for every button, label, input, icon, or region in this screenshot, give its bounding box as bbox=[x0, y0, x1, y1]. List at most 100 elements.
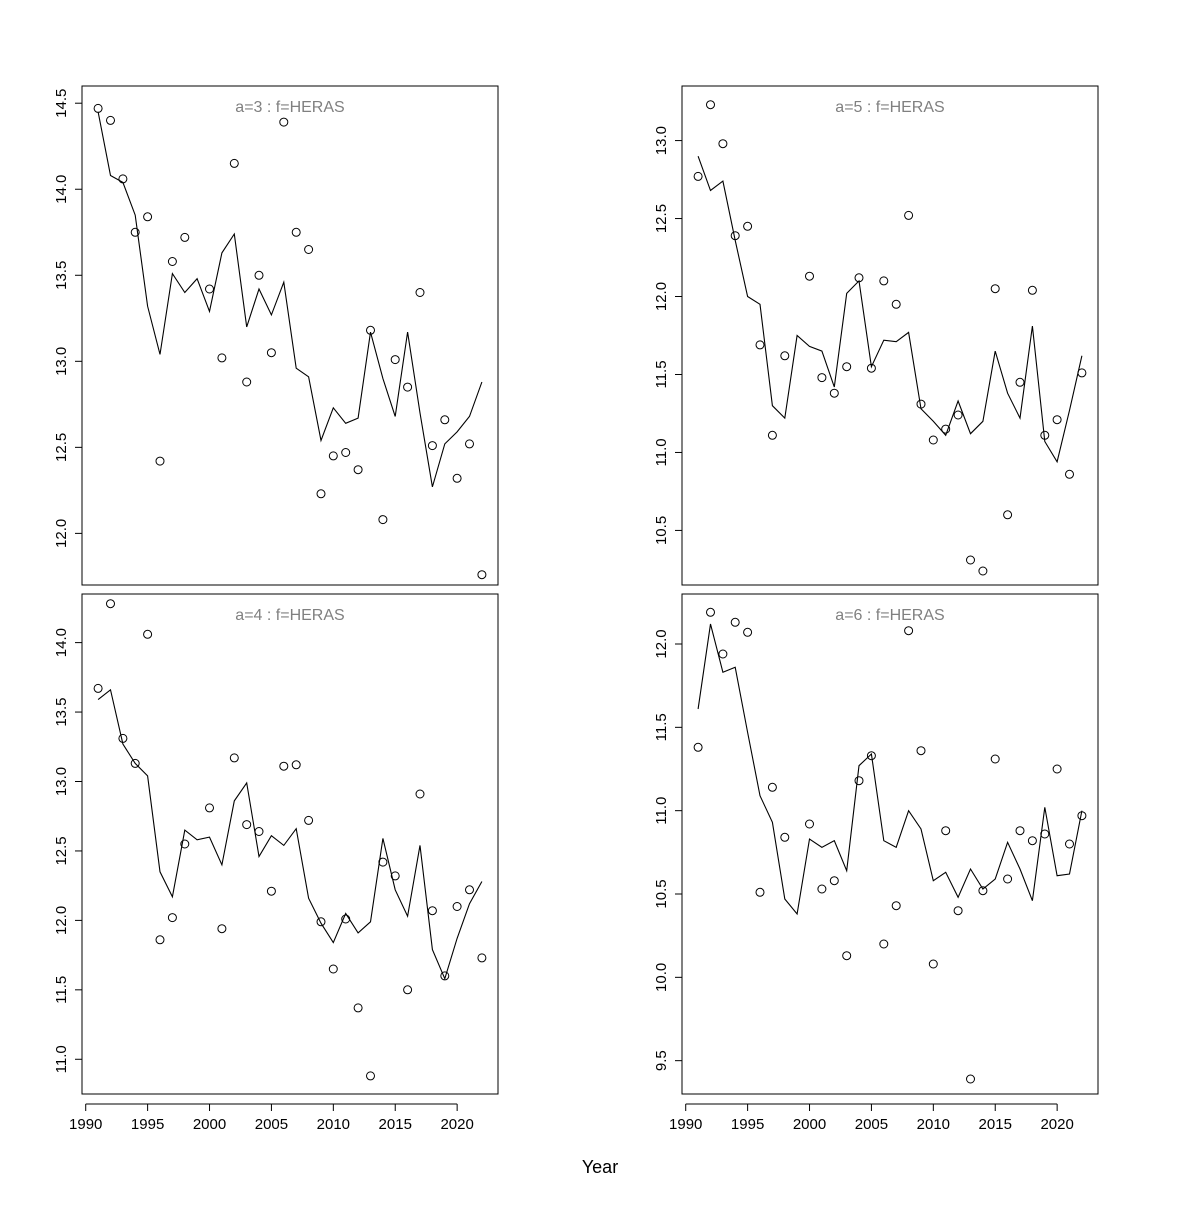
panel-frame-a6 bbox=[681, 593, 1099, 1095]
data-point bbox=[916, 399, 926, 409]
data-point bbox=[465, 439, 474, 449]
x-tick-label: 2020 bbox=[440, 1116, 473, 1133]
data-point bbox=[780, 832, 790, 842]
fitted-line-a3 bbox=[97, 111, 483, 488]
y-tick-label: 13.0 bbox=[53, 767, 70, 796]
data-point bbox=[1052, 764, 1062, 774]
y-tick-label: 12.5 bbox=[653, 204, 670, 233]
data-point bbox=[805, 271, 814, 281]
data-point bbox=[403, 985, 413, 995]
fitted-line-a6 bbox=[697, 623, 1083, 916]
y-tick-label: 13.5 bbox=[53, 261, 70, 290]
data-point bbox=[805, 819, 814, 829]
data-point bbox=[990, 754, 1000, 764]
data-point bbox=[1077, 811, 1087, 821]
y-tick-label: 12.5 bbox=[53, 433, 70, 462]
data-point bbox=[1052, 415, 1062, 425]
data-point bbox=[780, 351, 790, 361]
data-point bbox=[706, 100, 715, 110]
x-tick-label: 2000 bbox=[193, 1116, 226, 1133]
data-point bbox=[167, 913, 177, 923]
data-point bbox=[353, 465, 363, 475]
y-tick-label: 14.5 bbox=[53, 89, 70, 118]
y-tick-label: 12.0 bbox=[653, 629, 670, 658]
y-tick-label: 13.0 bbox=[653, 126, 670, 155]
y-axis-a5: 10.5 11.0 11.5 12.0 12.5 13.0 bbox=[653, 126, 682, 545]
data-point bbox=[1040, 829, 1050, 839]
data-point bbox=[106, 599, 115, 609]
observed-points-a6 bbox=[693, 607, 1087, 1084]
data-point bbox=[155, 456, 165, 466]
data-point bbox=[990, 284, 1000, 294]
data-point bbox=[440, 415, 450, 425]
data-point bbox=[477, 953, 487, 963]
data-point bbox=[266, 348, 276, 358]
data-point bbox=[866, 751, 876, 761]
data-point bbox=[891, 901, 901, 911]
data-point bbox=[1027, 836, 1037, 846]
y-tick-label: 13.0 bbox=[53, 347, 70, 376]
data-point bbox=[904, 210, 914, 220]
y-tick-label: 11.5 bbox=[53, 976, 70, 1004]
data-point bbox=[291, 760, 301, 770]
x-tick-label: 2010 bbox=[317, 1116, 350, 1133]
data-point bbox=[143, 629, 153, 639]
y-axis-a3: 12.0 12.5 13.0 13.5 14.0 14.5 bbox=[53, 89, 82, 548]
data-point bbox=[966, 555, 975, 565]
data-point bbox=[254, 270, 264, 280]
x-axis-a6: 1990 1995 2000 2005 2010 2015 2020 bbox=[669, 1103, 1074, 1133]
panel-title-a6: a=6 : f=HERAS bbox=[835, 607, 944, 624]
data-point bbox=[229, 753, 239, 763]
data-point bbox=[693, 742, 703, 752]
data-point bbox=[718, 139, 728, 149]
data-point bbox=[1015, 377, 1025, 387]
x-tick-label: 1990 bbox=[69, 1116, 102, 1133]
observed-points-a5 bbox=[693, 100, 1087, 576]
data-point bbox=[953, 410, 963, 420]
data-point bbox=[1027, 285, 1037, 295]
data-point bbox=[966, 1074, 975, 1084]
data-point bbox=[904, 626, 914, 636]
y-tick-label: 11.5 bbox=[653, 713, 670, 741]
data-point bbox=[167, 257, 177, 266]
data-point bbox=[205, 803, 214, 813]
data-point bbox=[477, 570, 487, 580]
y-tick-label: 11.0 bbox=[53, 1045, 70, 1073]
data-point bbox=[93, 683, 103, 693]
y-tick-label: 13.5 bbox=[53, 697, 70, 726]
data-point bbox=[941, 826, 951, 836]
data-point bbox=[427, 441, 437, 451]
data-point bbox=[254, 827, 264, 836]
data-point bbox=[465, 885, 474, 895]
data-point bbox=[279, 117, 289, 127]
data-point bbox=[452, 902, 462, 911]
data-point bbox=[279, 761, 289, 771]
data-point bbox=[928, 959, 938, 969]
panel-title-a4: a=4 : f=HERAS bbox=[235, 607, 344, 624]
data-point bbox=[693, 171, 703, 181]
panel-frame-a5 bbox=[681, 85, 1099, 586]
data-point bbox=[328, 451, 338, 461]
data-point bbox=[817, 884, 827, 894]
data-point bbox=[217, 353, 227, 363]
data-point bbox=[978, 566, 988, 576]
x-tick-label: 1995 bbox=[131, 1116, 164, 1133]
x-tick-label: 1995 bbox=[731, 1116, 764, 1133]
data-point bbox=[366, 1071, 375, 1081]
data-point bbox=[1040, 430, 1050, 440]
data-point bbox=[180, 839, 190, 849]
data-point bbox=[829, 388, 839, 398]
data-point bbox=[378, 857, 388, 867]
data-point bbox=[130, 758, 140, 768]
data-point bbox=[130, 227, 140, 237]
data-point bbox=[879, 276, 889, 286]
data-point bbox=[706, 607, 715, 617]
data-point bbox=[205, 284, 214, 294]
data-point bbox=[229, 158, 239, 168]
data-point bbox=[390, 871, 400, 881]
data-point bbox=[829, 876, 839, 886]
data-point bbox=[767, 430, 777, 440]
data-point bbox=[1015, 826, 1025, 836]
data-point bbox=[316, 489, 326, 499]
